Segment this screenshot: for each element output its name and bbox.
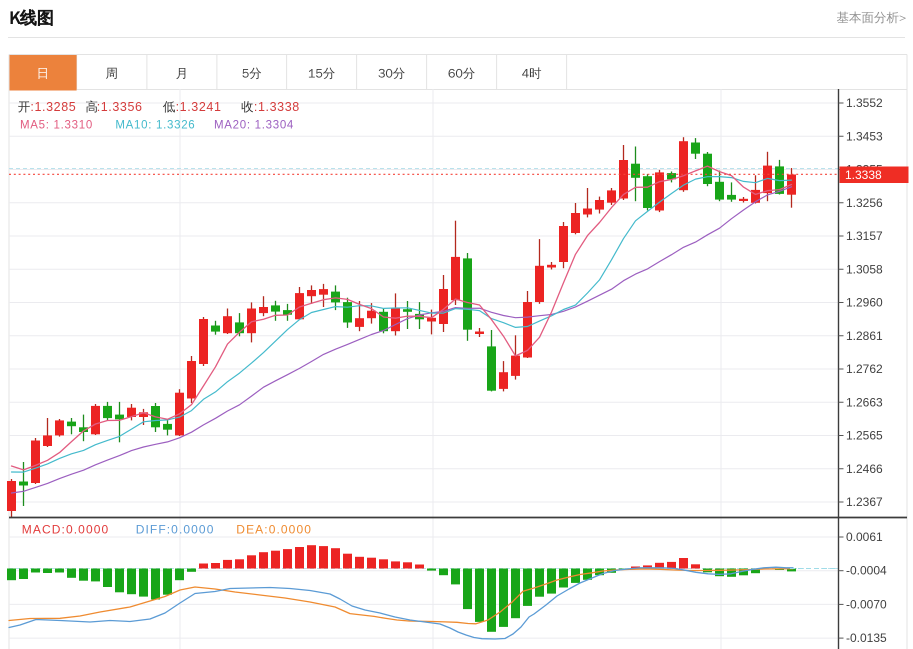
svg-text:1.3453: 1.3453 xyxy=(846,129,883,143)
svg-text:-0.0004: -0.0004 xyxy=(846,564,887,578)
svg-text::1.3285: :1.3285 xyxy=(30,100,76,114)
svg-text:MA20: 1.3304: MA20: 1.3304 xyxy=(214,119,294,131)
svg-text:DEA:0.0000: DEA:0.0000 xyxy=(236,523,312,537)
svg-text:1.2663: 1.2663 xyxy=(846,395,883,409)
svg-text:DIFF:0.0000: DIFF:0.0000 xyxy=(136,523,215,537)
svg-text:1.2565: 1.2565 xyxy=(846,429,883,443)
svg-text:-0.0135: -0.0135 xyxy=(846,631,887,645)
svg-text:1.2466: 1.2466 xyxy=(846,462,883,476)
svg-text:1.2367: 1.2367 xyxy=(846,495,883,509)
svg-text::1.3338: :1.3338 xyxy=(254,100,300,114)
svg-text:1.3157: 1.3157 xyxy=(846,229,883,243)
svg-text::1.3241: :1.3241 xyxy=(176,100,222,114)
svg-text:MA10: 1.3326: MA10: 1.3326 xyxy=(115,119,195,131)
svg-text:1.3338: 1.3338 xyxy=(845,168,882,182)
svg-text:1.2960: 1.2960 xyxy=(846,296,883,310)
svg-text:1.3256: 1.3256 xyxy=(846,196,883,210)
svg-text:1.2861: 1.2861 xyxy=(846,329,883,343)
svg-text:-0.0070: -0.0070 xyxy=(846,597,887,611)
svg-text:1.3552: 1.3552 xyxy=(846,96,883,110)
svg-text::1.3356: :1.3356 xyxy=(97,100,143,114)
svg-text:1.2762: 1.2762 xyxy=(846,362,883,376)
svg-text:MACD:0.0000: MACD:0.0000 xyxy=(22,523,109,537)
svg-text:1.3058: 1.3058 xyxy=(846,262,883,276)
svg-text:0.0061: 0.0061 xyxy=(846,530,883,544)
svg-text:MA5: 1.3310: MA5: 1.3310 xyxy=(20,119,93,131)
